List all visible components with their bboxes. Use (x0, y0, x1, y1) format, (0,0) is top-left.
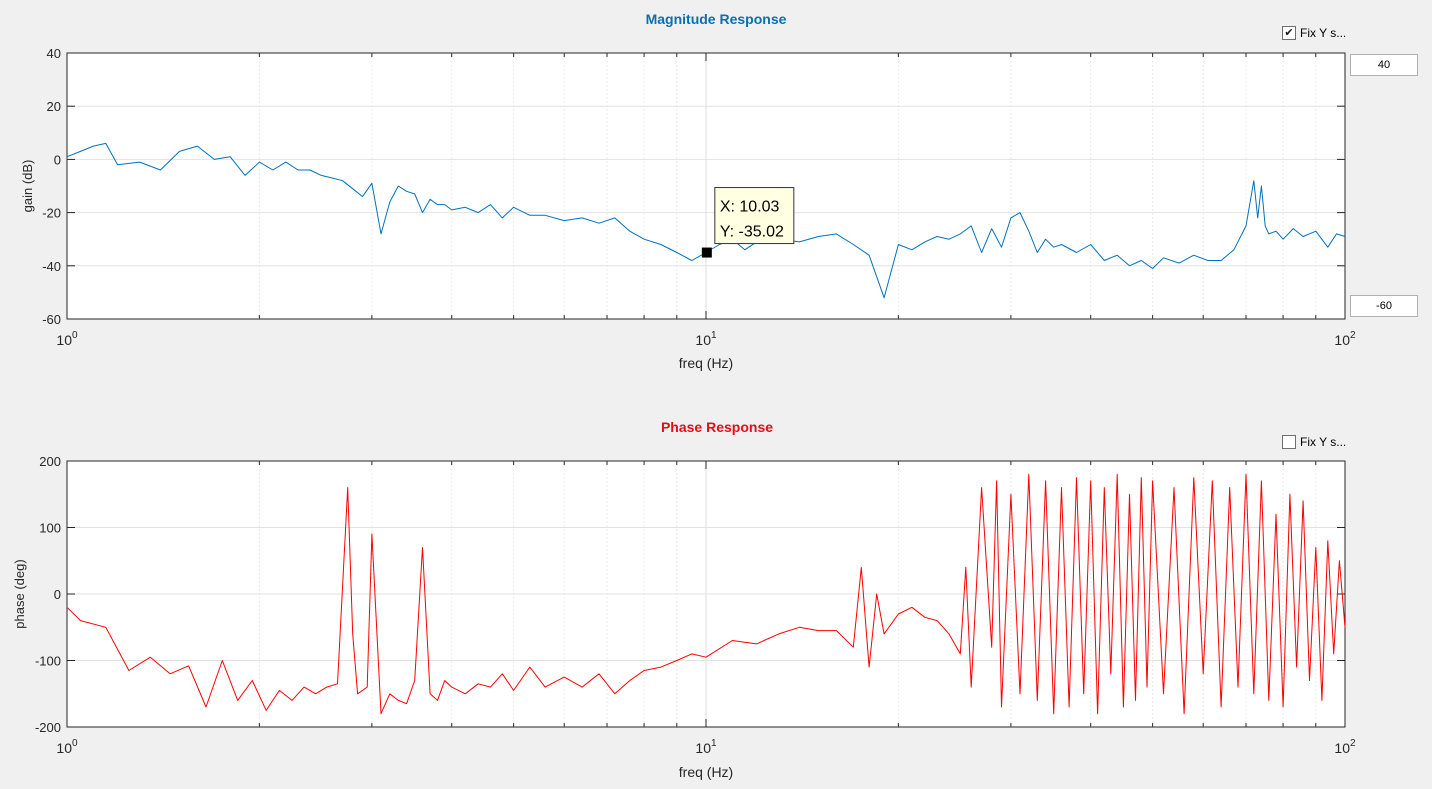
magnitude-plot[interactable]: Magnitude Response 40 20 0 -20 -40 -60 100 101 1… (20, 11, 1356, 371)
y-tick-label: 40 (47, 46, 61, 61)
magnitude-title: Magnitude Response (646, 11, 787, 27)
y-tick-label: 200 (39, 454, 61, 469)
x-tick-label: 102 (1334, 738, 1356, 756)
magnitude-y-max-input[interactable] (1350, 54, 1418, 76)
checkbox-icon[interactable] (1282, 435, 1296, 449)
phase-x-axis-label: freq (Hz) (679, 764, 733, 780)
magnitude-fix-y-checkbox[interactable]: ✔ Fix Y s... (1282, 26, 1346, 40)
datatip-marker[interactable] (701, 247, 712, 258)
phase-y-axis-label: phase (deg) (12, 559, 27, 628)
y-tick-label: 0 (54, 152, 61, 167)
x-tick-label: 101 (695, 738, 717, 756)
magnitude-y-axis-label: gain (dB) (20, 160, 35, 213)
magnitude-datatip[interactable]: X: 10.03 Y: -35.02 (701, 187, 795, 258)
y-tick-label: -60 (42, 312, 61, 327)
phase-title: Phase Response (661, 419, 773, 435)
magnitude-ticks: 40 20 0 -20 -40 -60 100 101 102 (42, 46, 1356, 348)
x-tick-label: 102 (1334, 330, 1356, 348)
magnitude-grid (67, 53, 1345, 319)
x-tick-label: 100 (56, 738, 78, 756)
datatip-y-text: Y: -35.02 (720, 224, 784, 241)
phase-fix-y-checkbox[interactable]: Fix Y s... (1282, 435, 1346, 449)
y-tick-label: 0 (54, 587, 61, 602)
magnitude-x-axis-label: freq (Hz) (679, 355, 733, 371)
x-tick-label: 100 (56, 330, 78, 348)
magnitude-series-line (66, 142, 1346, 299)
magnitude-y-min-input[interactable] (1350, 295, 1418, 317)
phase-series-line (66, 473, 1346, 715)
phase-grid (67, 461, 1345, 727)
y-tick-label: -40 (42, 259, 61, 274)
y-tick-label: -20 (42, 206, 61, 221)
phase-ticks: 200 100 0 -100 -200 100 101 102 (35, 454, 1356, 756)
phase-fix-y-label: Fix Y s... (1300, 435, 1347, 449)
magnitude-fix-y-label: Fix Y s... (1300, 26, 1347, 40)
y-tick-label: 100 (39, 521, 61, 536)
series-line (66, 142, 1346, 299)
checkmark-icon[interactable]: ✔ (1282, 26, 1296, 40)
series-line (66, 473, 1346, 715)
datatip-x-text: X: 10.03 (720, 199, 780, 216)
y-tick-label: -100 (35, 654, 61, 669)
y-tick-label: -200 (35, 720, 61, 735)
datatip-box (714, 187, 795, 245)
y-tick-label: 20 (47, 99, 61, 114)
x-tick-label: 101 (695, 330, 717, 348)
